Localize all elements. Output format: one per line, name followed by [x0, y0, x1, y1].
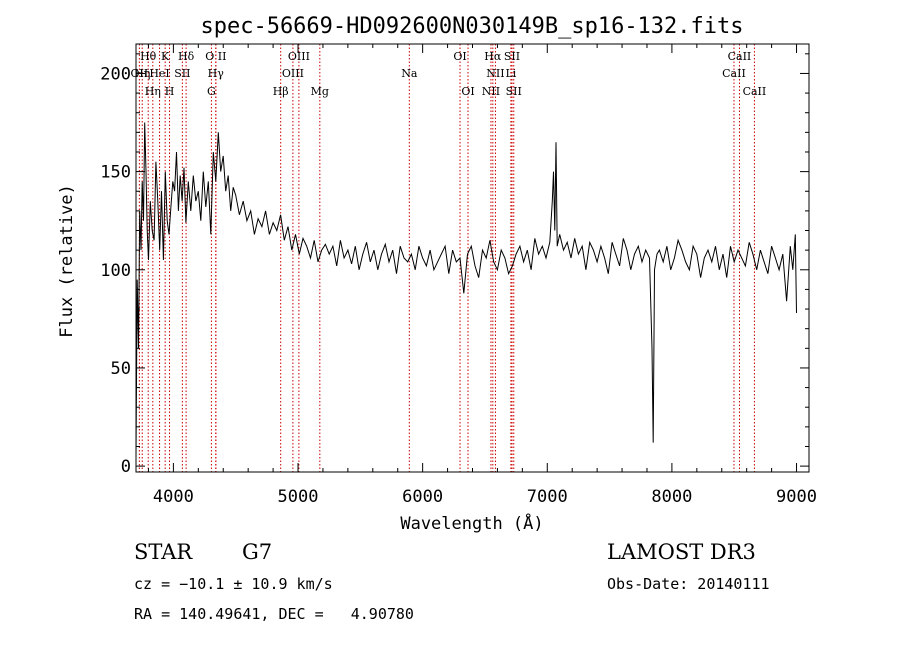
- marker-label-0: Hθ: [140, 50, 157, 63]
- emission-line-markers: [138, 44, 755, 472]
- object-class: STAR: [134, 540, 193, 564]
- marker-label-21: G: [207, 85, 216, 98]
- marker-label-13: Hγ: [208, 67, 225, 80]
- y-tick-label-4: 200: [100, 64, 131, 84]
- marker-label-17: Li: [505, 67, 516, 80]
- marker-label-15: Na: [401, 67, 418, 80]
- spectrum-flux-line: [135, 122, 797, 457]
- marker-label-1: K: [161, 50, 170, 63]
- y-tick-label-1: 50: [111, 359, 131, 379]
- x-axis-label: Wavelength (Å): [400, 512, 543, 534]
- chart-title: spec-56669-HD092600N030149B_sp16-132.fit…: [200, 14, 743, 39]
- x-tick-label-4: 8000: [651, 487, 692, 507]
- redshift-info: cz = −10.1 ± 10.9 km/s: [134, 575, 333, 593]
- marker-label-20: H: [165, 85, 175, 98]
- marker-label-18: CaII: [722, 67, 746, 80]
- marker-label-3: O II: [205, 50, 226, 63]
- marker-label-26: SII: [506, 85, 522, 98]
- survey-name: LAMOST DR3: [607, 540, 756, 564]
- y-tick-label-3: 150: [100, 163, 131, 183]
- marker-label-25: NII: [482, 85, 500, 98]
- marker-label-16: NII: [486, 67, 504, 80]
- marker-label-11: HeI: [149, 67, 169, 80]
- coordinates: RA = 140.49641, DEC = 4.90780: [134, 605, 414, 623]
- observation-date: Obs-Date: 20140111: [607, 575, 770, 593]
- marker-label-24: OI: [461, 85, 474, 98]
- marker-label-4: OIII: [288, 50, 310, 63]
- marker-label-27: CaII: [743, 85, 767, 98]
- x-tick-label-0: 4000: [153, 487, 194, 507]
- x-axis-ticks: 4000 5000 6000 7000 8000 9000: [147, 44, 817, 507]
- marker-label-22: Hβ: [273, 85, 289, 98]
- marker-label-6: Hα: [484, 50, 502, 63]
- x-tick-label-1: 5000: [278, 487, 319, 507]
- y-axis-label: Flux (relative): [57, 184, 77, 338]
- marker-label-5: OI: [453, 50, 466, 63]
- marker-label-8: CaII: [728, 50, 752, 63]
- y-axis-ticks: 0 50 100 150 200: [100, 53, 809, 477]
- object-subclass: G7: [242, 540, 272, 564]
- marker-label-14: OIII: [282, 67, 304, 80]
- marker-label-2: Hδ: [178, 50, 195, 63]
- marker-label-12: SII: [174, 67, 190, 80]
- marker-label-7: SII: [504, 50, 520, 63]
- x-tick-label-5: 9000: [776, 487, 817, 507]
- x-tick-label-2: 6000: [402, 487, 443, 507]
- y-tick-label-2: 100: [100, 261, 131, 281]
- x-tick-label-3: 7000: [527, 487, 568, 507]
- y-tick-label-0: 0: [121, 457, 131, 477]
- marker-label-19: Hη: [145, 85, 161, 98]
- marker-label-23: Mg: [311, 85, 329, 98]
- plot-frame: [135, 43, 810, 473]
